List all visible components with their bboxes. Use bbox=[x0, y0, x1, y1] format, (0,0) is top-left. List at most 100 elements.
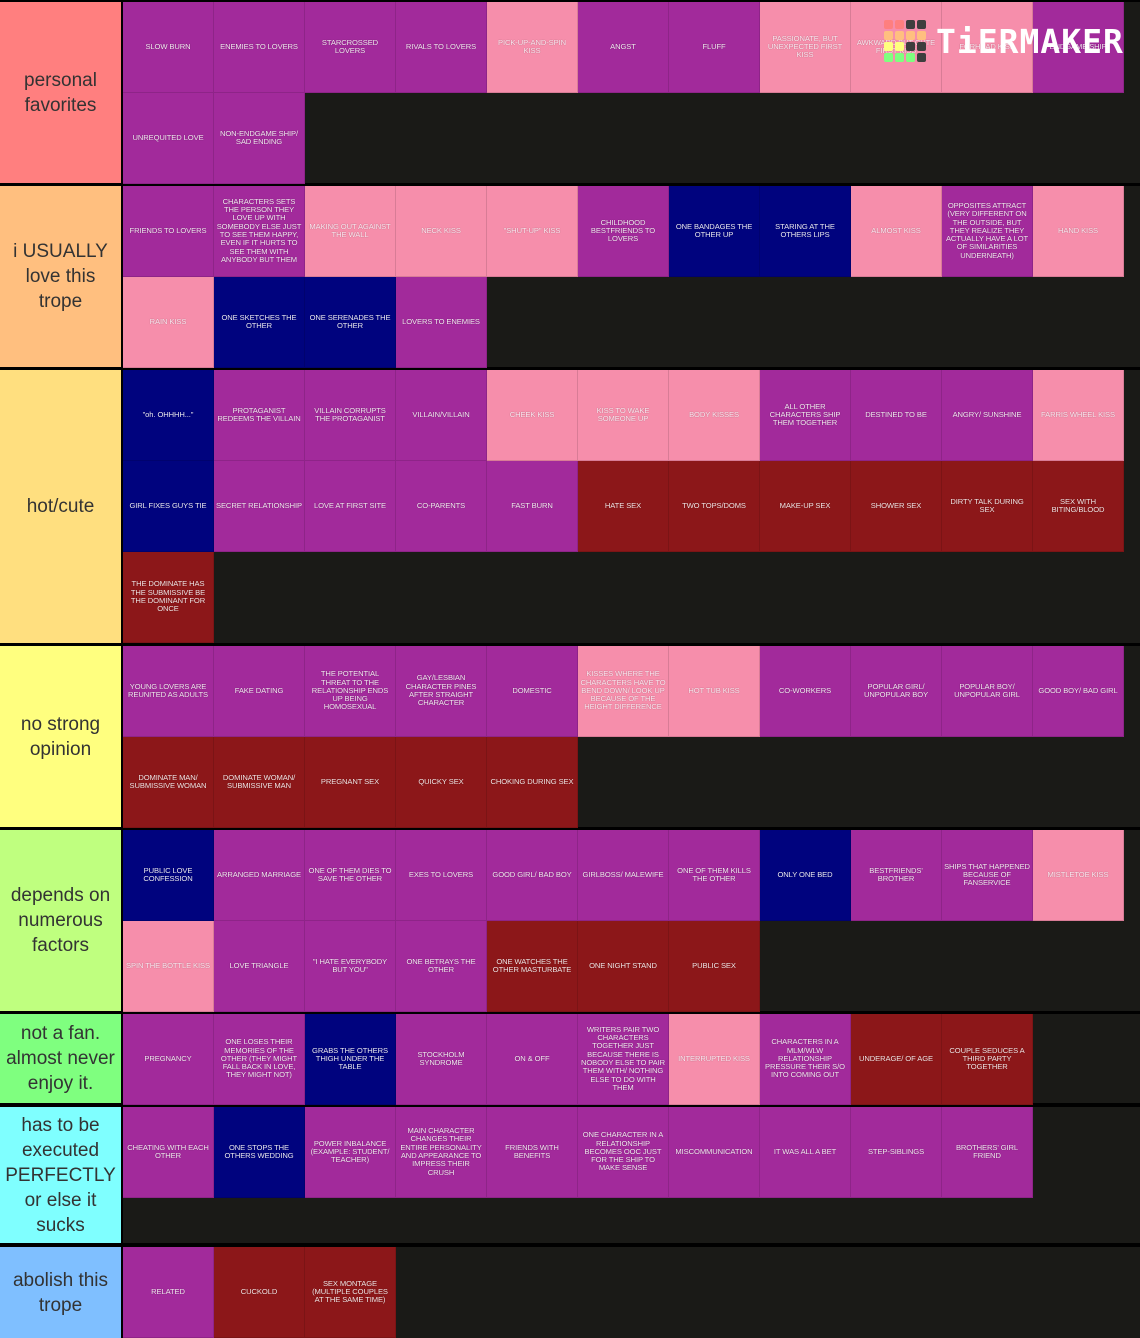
trope-tile[interactable]: BESTFRIENDS' BROTHER bbox=[851, 830, 942, 921]
trope-tile[interactable]: "I HATE EVERYBODY BUT YOU" bbox=[305, 921, 396, 1012]
trope-tile[interactable]: "oh. OHHHH..." bbox=[123, 370, 214, 461]
tier-label[interactable]: has to be executed PERFECTLY or else it … bbox=[0, 1107, 123, 1243]
trope-tile[interactable]: STEP-SIBLINGS bbox=[851, 1107, 942, 1198]
trope-tile[interactable]: ONE SKETCHES THE OTHER bbox=[214, 277, 305, 368]
trope-tile[interactable]: DOMINATE MAN/ SUBMISSIVE WOMAN bbox=[123, 737, 214, 828]
tier-label[interactable]: i USUALLY love this trope bbox=[0, 186, 123, 367]
trope-tile[interactable]: CUCKOLD bbox=[214, 1247, 305, 1338]
trope-tile[interactable]: ON & OFF bbox=[487, 1014, 578, 1105]
trope-tile[interactable]: MISTLETOE KISS bbox=[1033, 830, 1124, 921]
trope-tile[interactable]: GOOD BOY/ BAD GIRL bbox=[1033, 646, 1124, 737]
trope-tile[interactable]: OPPOSITES ATTRACT (VERY DIFFERENT ON THE… bbox=[942, 186, 1033, 277]
trope-tile[interactable]: RAIN KISS bbox=[123, 277, 214, 368]
trope-tile[interactable]: ONE SERENADES THE OTHER bbox=[305, 277, 396, 368]
trope-tile[interactable]: LOVE TRIANGLE bbox=[214, 921, 305, 1012]
trope-tile[interactable]: TWO TOPS/DOMS bbox=[669, 461, 760, 552]
trope-tile[interactable]: GOOD GIRL/ BAD BOY bbox=[487, 830, 578, 921]
trope-tile[interactable]: RELATED bbox=[123, 1247, 214, 1338]
trope-tile[interactable]: NON-ENDGAME SHIP/ SAD ENDING bbox=[214, 93, 305, 184]
trope-tile[interactable]: FORHEAD KISS bbox=[942, 2, 1033, 93]
trope-tile[interactable]: SHOWER SEX bbox=[851, 461, 942, 552]
trope-tile[interactable]: UNDERAGE/ OF AGE bbox=[851, 1014, 942, 1105]
trope-tile[interactable]: LOVE AT FIRST SITE bbox=[305, 461, 396, 552]
trope-tile[interactable]: THE DOMINATE HAS THE SUBMISSIVE BE THE D… bbox=[123, 552, 214, 643]
trope-tile[interactable]: SEX WITH BITING/BLOOD bbox=[1033, 461, 1124, 552]
trope-tile[interactable]: MAIN CHARACTER CHANGES THEIR ENTIRE PERS… bbox=[396, 1107, 487, 1198]
trope-tile[interactable]: NECK KISS bbox=[396, 186, 487, 277]
trope-tile[interactable]: COUPLE SEDUCES A THIRD PARTY TOGETHER bbox=[942, 1014, 1033, 1105]
trope-tile[interactable]: MISCOMMUNICATION bbox=[669, 1107, 760, 1198]
trope-tile[interactable]: ONE STOPS THE OTHERS WEDDING bbox=[214, 1107, 305, 1198]
trope-tile[interactable]: PUBLIC LOVE CONFESSION bbox=[123, 830, 214, 921]
trope-tile[interactable]: SPIN THE BOTTLE KISS bbox=[123, 921, 214, 1012]
trope-tile[interactable]: STARCROSSED LOVERS bbox=[305, 2, 396, 93]
trope-tile[interactable]: ANGST bbox=[578, 2, 669, 93]
trope-tile[interactable]: KISSES WHERE THE CHARACTERS HAVE TO BEND… bbox=[578, 646, 669, 737]
trope-tile[interactable]: KISS TO WAKE SOMEONE UP bbox=[578, 370, 669, 461]
trope-tile[interactable]: POPULAR BOY/ UNPOPULAR GIRL bbox=[942, 646, 1033, 737]
trope-tile[interactable]: SECRET RELATIONSHIP bbox=[214, 461, 305, 552]
tier-label[interactable]: no strong opinion bbox=[0, 646, 123, 827]
trope-tile[interactable]: SEX MONTAGE (MULTIPLE COUPLES AT THE SAM… bbox=[305, 1247, 396, 1338]
trope-tile[interactable]: "SHUT-UP" KISS bbox=[487, 186, 578, 277]
trope-tile[interactable]: IT WAS ALL A BET bbox=[760, 1107, 851, 1198]
trope-tile[interactable]: EXES TO LOVERS bbox=[396, 830, 487, 921]
trope-tile[interactable]: PREGNANT SEX bbox=[305, 737, 396, 828]
tier-label[interactable]: hot/cute bbox=[0, 370, 123, 643]
trope-tile[interactable]: PROTAGANIST REDEEMS THE VILLAIN bbox=[214, 370, 305, 461]
trope-tile[interactable]: SLOW BURN bbox=[123, 2, 214, 93]
trope-tile[interactable]: FARRIS WHEEL KISS bbox=[1033, 370, 1124, 461]
trope-tile[interactable]: MAKE-UP SEX bbox=[760, 461, 851, 552]
trope-tile[interactable]: CHARACTERS IN A MLM/WLW RELATIONSHIP PRE… bbox=[760, 1014, 851, 1105]
trope-tile[interactable]: ONLY ONE BED bbox=[760, 830, 851, 921]
trope-tile[interactable]: FLUFF bbox=[669, 2, 760, 93]
trope-tile[interactable]: RIVALS TO LOVERS bbox=[396, 2, 487, 93]
trope-tile[interactable]: PUBLIC SEX bbox=[669, 921, 760, 1012]
trope-tile[interactable]: POPULAR GIRL/ UNPOPULAR BOY bbox=[851, 646, 942, 737]
trope-tile[interactable]: CHARACTERS SETS THE PERSON THEY LOVE UP … bbox=[214, 186, 305, 277]
trope-tile[interactable]: QUICKY SEX bbox=[396, 737, 487, 828]
trope-tile[interactable]: GRABS THE OTHERS THIGH UNDER THE TABLE bbox=[305, 1014, 396, 1105]
trope-tile[interactable]: BODY KISSES bbox=[669, 370, 760, 461]
trope-tile[interactable]: WRITERS PAIR TWO CHARACTERS TOGETHER JUS… bbox=[578, 1014, 669, 1105]
trope-tile[interactable]: GIRLBOSS/ MALEWIFE bbox=[578, 830, 669, 921]
trope-tile[interactable]: STOCKHOLM SYNDROME bbox=[396, 1014, 487, 1105]
trope-tile[interactable]: PASSIONATE, BUT UNEXPECTED FIRST KISS bbox=[760, 2, 851, 93]
trope-tile[interactable]: ENEMIES TO LOVERS bbox=[214, 2, 305, 93]
trope-tile[interactable]: CHILDHOOD BESTFRIENDS TO LOVERS bbox=[578, 186, 669, 277]
trope-tile[interactable]: ONE BETRAYS THE OTHER bbox=[396, 921, 487, 1012]
trope-tile[interactable]: ALL OTHER CHARACTERS SHIP THEM TOGETHER bbox=[760, 370, 851, 461]
trope-tile[interactable]: ENDGAME SHIP bbox=[1033, 2, 1124, 93]
trope-tile[interactable]: DOMESTIC bbox=[487, 646, 578, 737]
trope-tile[interactable]: FAST BURN bbox=[487, 461, 578, 552]
trope-tile[interactable]: VILLAIN CORRUPTS THE PROTAGANIST bbox=[305, 370, 396, 461]
trope-tile[interactable]: PICK-UP-AND-SPIN KISS bbox=[487, 2, 578, 93]
trope-tile[interactable]: HAND KISS bbox=[1033, 186, 1124, 277]
trope-tile[interactable]: ANGRY/ SUNSHINE bbox=[942, 370, 1033, 461]
trope-tile[interactable]: ONE LOSES THEIR MEMORIES OF THE OTHER (T… bbox=[214, 1014, 305, 1105]
trope-tile[interactable]: YOUNG LOVERS ARE REUNITED AS ADULTS bbox=[123, 646, 214, 737]
trope-tile[interactable]: CHOKING DURING SEX bbox=[487, 737, 578, 828]
trope-tile[interactable]: DESTINED TO BE bbox=[851, 370, 942, 461]
trope-tile[interactable]: ONE OF THEM KILLS THE OTHER bbox=[669, 830, 760, 921]
trope-tile[interactable]: FRIENDS TO LOVERS bbox=[123, 186, 214, 277]
trope-tile[interactable]: ALMOST KISS bbox=[851, 186, 942, 277]
trope-tile[interactable]: STARING AT THE OTHERS LIPS bbox=[760, 186, 851, 277]
tier-label[interactable]: personal favorites bbox=[0, 2, 123, 183]
trope-tile[interactable]: ONE CHARACTER IN A RELATIONSHIP BECOMES … bbox=[578, 1107, 669, 1198]
trope-tile[interactable]: ONE OF THEM DIES TO SAVE THE OTHER bbox=[305, 830, 396, 921]
tier-label[interactable]: depends on numerous factors bbox=[0, 830, 123, 1011]
trope-tile[interactable]: SHIPS THAT HAPPENED BECAUSE OF FANSERVIC… bbox=[942, 830, 1033, 921]
trope-tile[interactable]: ONE WATCHES THE OTHER MASTURBATE bbox=[487, 921, 578, 1012]
trope-tile[interactable]: GAY/LESBIAN CHARACTER PINES AFTER STRAIG… bbox=[396, 646, 487, 737]
trope-tile[interactable]: CO-WORKERS bbox=[760, 646, 851, 737]
trope-tile[interactable]: HATE SEX bbox=[578, 461, 669, 552]
trope-tile[interactable]: DIRTY TALK DURING SEX bbox=[942, 461, 1033, 552]
trope-tile[interactable]: PREGNANCY bbox=[123, 1014, 214, 1105]
trope-tile[interactable]: THE POTENTIAL THREAT TO THE RELATIONSHIP… bbox=[305, 646, 396, 737]
trope-tile[interactable]: DOMINATE WOMAN/ SUBMISSIVE MAN bbox=[214, 737, 305, 828]
trope-tile[interactable]: INTERRUPTED KISS bbox=[669, 1014, 760, 1105]
trope-tile[interactable]: MAKING OUT AGAINST THE WALL bbox=[305, 186, 396, 277]
trope-tile[interactable]: ONE BANDAGES THE OTHER UP bbox=[669, 186, 760, 277]
tier-label[interactable]: not a fan. almost never enjoy it. bbox=[0, 1014, 123, 1103]
